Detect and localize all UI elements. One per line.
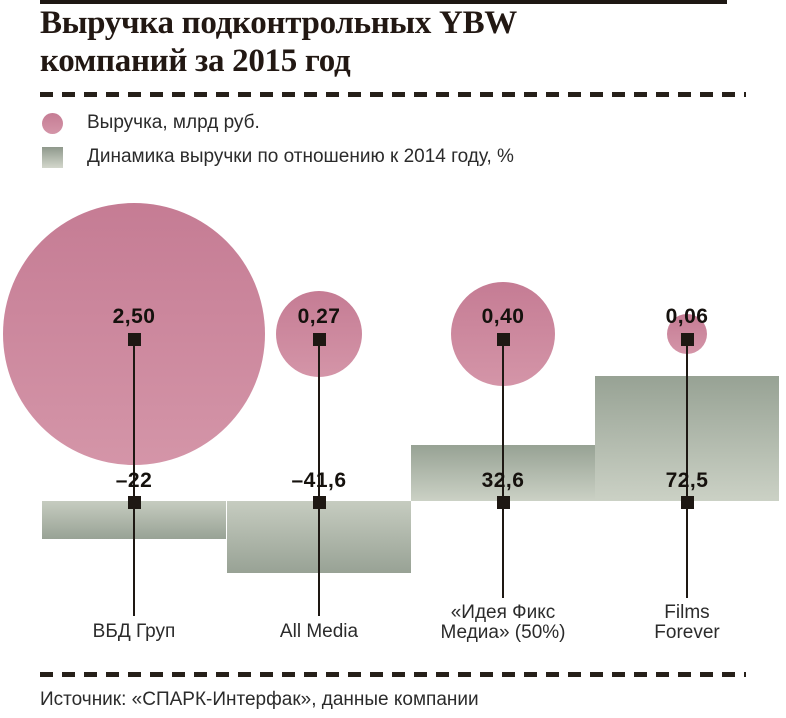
- chart-title-line2: компаний за 2015 год: [40, 43, 351, 79]
- baseline-marker: [127, 495, 141, 509]
- company-label-line: Медиа» (50%): [440, 622, 566, 643]
- divider-dashed-top: [40, 92, 746, 97]
- legend-bubble-swatch-icon: [42, 112, 63, 134]
- baseline-marker: [680, 495, 694, 509]
- connector-line: [686, 334, 688, 598]
- source-note: Источник: «СПАРК-Интерфак», данные компа…: [40, 689, 479, 710]
- legend-bar-swatch-icon: [42, 146, 63, 168]
- company-label-line: All Media: [279, 621, 359, 642]
- revenue-value-label: 0,40: [481, 305, 525, 328]
- legend-item-revenue: Выручка, млрд руб.: [42, 112, 260, 134]
- growth-value-label: 32,6: [481, 469, 525, 492]
- bubble-marker: [496, 332, 510, 346]
- connector-line: [502, 334, 504, 598]
- company-label: Films Forever: [587, 603, 786, 643]
- top-rule: [40, 0, 727, 4]
- baseline-marker: [312, 495, 326, 509]
- bubble-marker: [127, 332, 141, 346]
- bubble-marker: [312, 332, 326, 346]
- company-label-line: Forever: [654, 622, 720, 643]
- divider-dashed-bottom: [40, 672, 746, 677]
- company-label: ВБД Груп: [34, 622, 234, 642]
- revenue-value-label: 0,06: [665, 305, 709, 328]
- company-label-line: «Идея Фикс: [450, 602, 556, 623]
- baseline-marker: [496, 495, 510, 509]
- company-label: All Media: [219, 622, 419, 642]
- legend-growth-label: Динамика выручки по отношению к 2014 год…: [87, 146, 514, 167]
- connector-line: [133, 334, 135, 616]
- chart-title-line1: Выручка подконтрольных YBW: [40, 5, 517, 41]
- chart-title: Выручка подконтрольных YBW компаний за 2…: [40, 4, 680, 80]
- growth-value-label: –22: [115, 469, 153, 492]
- legend-item-growth: Динамика выручки по отношению к 2014 год…: [42, 146, 514, 168]
- legend-revenue-label: Выручка, млрд руб.: [87, 112, 260, 133]
- revenue-value-label: 2,50: [112, 305, 156, 328]
- connector-line: [318, 334, 320, 616]
- bubble-marker: [680, 332, 694, 346]
- company-label: «Идея Фикс Медиа» (50%): [403, 603, 603, 643]
- growth-value-label: –41,6: [291, 469, 347, 492]
- company-label-line: Films: [664, 602, 710, 623]
- growth-value-label: 72,5: [665, 469, 709, 492]
- revenue-value-label: 0,27: [297, 305, 341, 328]
- company-label-line: ВБД Груп: [92, 621, 176, 642]
